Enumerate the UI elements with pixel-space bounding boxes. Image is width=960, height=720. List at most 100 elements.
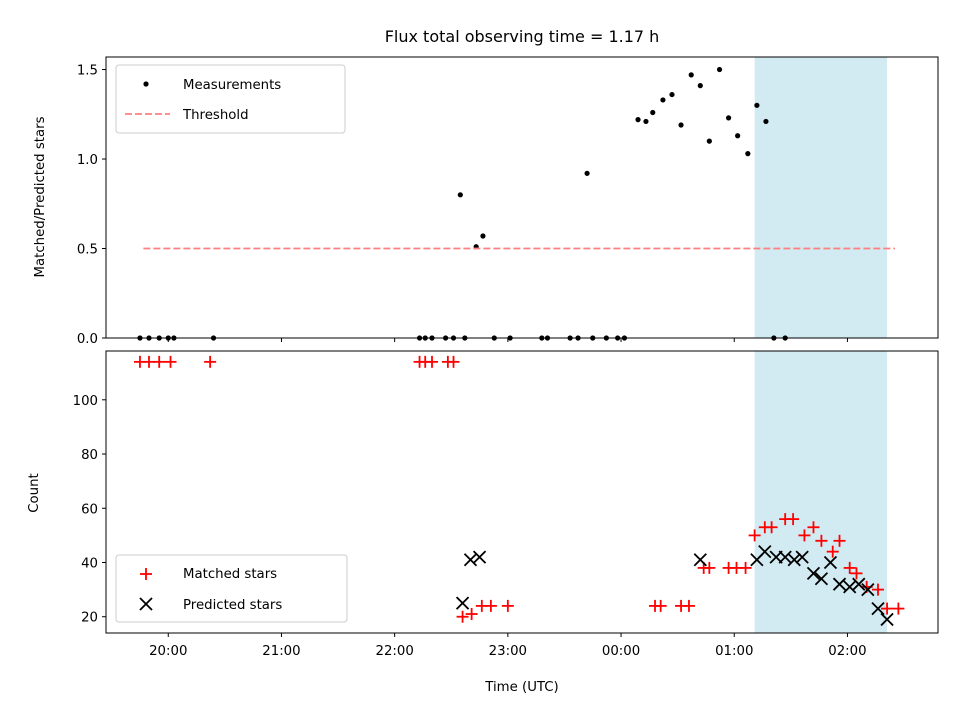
matched-star-point xyxy=(748,529,761,542)
bottom-y-tick-label: 100 xyxy=(73,394,98,409)
matched-star-point xyxy=(204,355,217,368)
bottom-x-tick-label: 22:00 xyxy=(375,644,413,659)
measurement-point xyxy=(635,117,641,123)
measurement-point xyxy=(457,192,463,198)
matched-star-point xyxy=(465,608,478,621)
measurement-point xyxy=(735,133,741,139)
legend-measurements-marker xyxy=(143,81,149,87)
predicted-star-point xyxy=(778,550,792,564)
bottom-x-tick-label: 23:00 xyxy=(489,644,527,659)
measurement-point xyxy=(706,138,712,144)
matched-star-point xyxy=(739,561,752,574)
top-y-axis-label: Matched/Predicted stars xyxy=(33,116,48,277)
matched-star-point xyxy=(501,599,514,612)
measurement-point xyxy=(660,97,666,103)
top-panel: 0.0 0.5 1.0 1.5 Matched/Predicted stars Mea… xyxy=(33,56,939,347)
matched-star-point xyxy=(654,599,667,612)
legend-predicted-label: Predicted stars xyxy=(183,598,282,613)
predicted-star-point xyxy=(787,553,801,567)
predicted-star-point xyxy=(693,553,707,567)
matched-star-point xyxy=(153,355,166,368)
bottom-x-tick-label: 20:00 xyxy=(149,644,187,659)
predicted-star-point xyxy=(795,550,809,564)
top-axes-frame xyxy=(105,56,939,339)
matched-star-point xyxy=(484,599,497,612)
top-y-tick-label: 0.5 xyxy=(77,243,98,258)
top-highlight-band xyxy=(754,57,888,338)
matched-star-point xyxy=(798,529,811,542)
bottom-legend-box xyxy=(115,554,348,623)
bottom-x-tick-label: 02:00 xyxy=(828,644,866,659)
predicted-star-point xyxy=(806,566,821,580)
predicted-star-point xyxy=(455,596,470,610)
top-x-ticks xyxy=(167,338,848,342)
measurement-point xyxy=(754,102,760,108)
measurement-point xyxy=(763,118,769,125)
measurement-point xyxy=(725,115,732,121)
bottom-x-tick-label: 00:00 xyxy=(602,644,640,659)
chart-title: Flux total observing time = 1.17 h xyxy=(385,27,660,46)
bottom-y-ticks: 20 40 60 80 100 xyxy=(73,394,106,626)
predicted-star-point xyxy=(871,601,885,616)
predicted-star-point xyxy=(861,582,875,597)
predicted-star-point xyxy=(852,577,866,591)
measurement-point xyxy=(688,72,694,78)
bottom-y-tick-label: 20 xyxy=(81,611,98,626)
measurement-point xyxy=(584,170,590,176)
measurement-point xyxy=(650,109,656,116)
predicted-star-point xyxy=(832,577,847,591)
bottom-data-layer xyxy=(133,355,905,627)
matched-star-point xyxy=(703,561,716,574)
legend-matched-marker xyxy=(140,568,152,580)
predicted-star-point xyxy=(758,545,772,559)
top-y-ticks: 0.0 0.5 1.0 1.5 xyxy=(77,64,106,347)
top-y-tick-label: 1.5 xyxy=(77,64,98,79)
matched-star-point xyxy=(143,355,156,368)
measurement-point xyxy=(480,233,486,239)
predicted-star-point xyxy=(814,572,829,586)
legend-threshold-label: Threshold xyxy=(182,108,249,123)
measurement-point xyxy=(697,83,703,89)
measurement-point xyxy=(669,91,675,98)
matched-star-point xyxy=(164,355,177,368)
predicted-star-point xyxy=(472,550,487,564)
matched-star-point xyxy=(872,583,885,596)
top-y-tick-label: 0.0 xyxy=(77,332,98,347)
bottom-y-tick-label: 40 xyxy=(81,557,98,572)
matched-star-point xyxy=(426,355,439,368)
matched-star-point xyxy=(826,545,839,558)
matched-star-point xyxy=(850,567,863,580)
bottom-x-axis-label: Time (UTC) xyxy=(484,680,559,695)
matched-star-point xyxy=(456,610,469,623)
matched-star-point xyxy=(765,521,778,534)
predicted-star-point xyxy=(823,555,838,570)
bottom-x-tick-label: 21:00 xyxy=(262,644,300,659)
top-y-tick-label: 1.0 xyxy=(77,153,98,168)
matched-star-point xyxy=(682,599,695,612)
legend-matched-label: Matched stars xyxy=(183,567,277,582)
predicted-star-point xyxy=(880,612,894,627)
matched-star-point xyxy=(815,534,828,547)
measurement-point xyxy=(643,118,649,125)
matched-star-point xyxy=(787,513,800,526)
bottom-x-ticks: 20:00 21:00 22:00 23:00 00:00 01:00 02:00 xyxy=(149,633,867,659)
top-legend-box xyxy=(115,64,346,134)
bottom-y-tick-label: 60 xyxy=(81,502,98,517)
matched-star-point xyxy=(807,521,820,534)
top-legend: Measurements Threshold xyxy=(115,64,346,134)
measurement-point xyxy=(745,151,751,157)
bottom-panel: 20 40 60 80 100 20:00 21:00 22:00 23:00 00:00 01:… xyxy=(27,350,939,695)
matched-star-point xyxy=(843,561,856,574)
bottom-y-axis-label: Count xyxy=(27,473,42,513)
measurement-point xyxy=(678,122,684,128)
matched-star-point xyxy=(892,602,905,615)
measurement-point xyxy=(716,66,723,73)
bottom-y-tick-label: 80 xyxy=(81,448,98,463)
matched-star-point xyxy=(881,602,894,615)
predicted-star-point xyxy=(843,580,857,594)
predicted-star-point xyxy=(463,553,478,567)
bottom-legend: Matched stars Predicted stars xyxy=(115,554,348,623)
legend-predicted-marker xyxy=(139,597,153,611)
matched-star-point xyxy=(447,355,460,368)
